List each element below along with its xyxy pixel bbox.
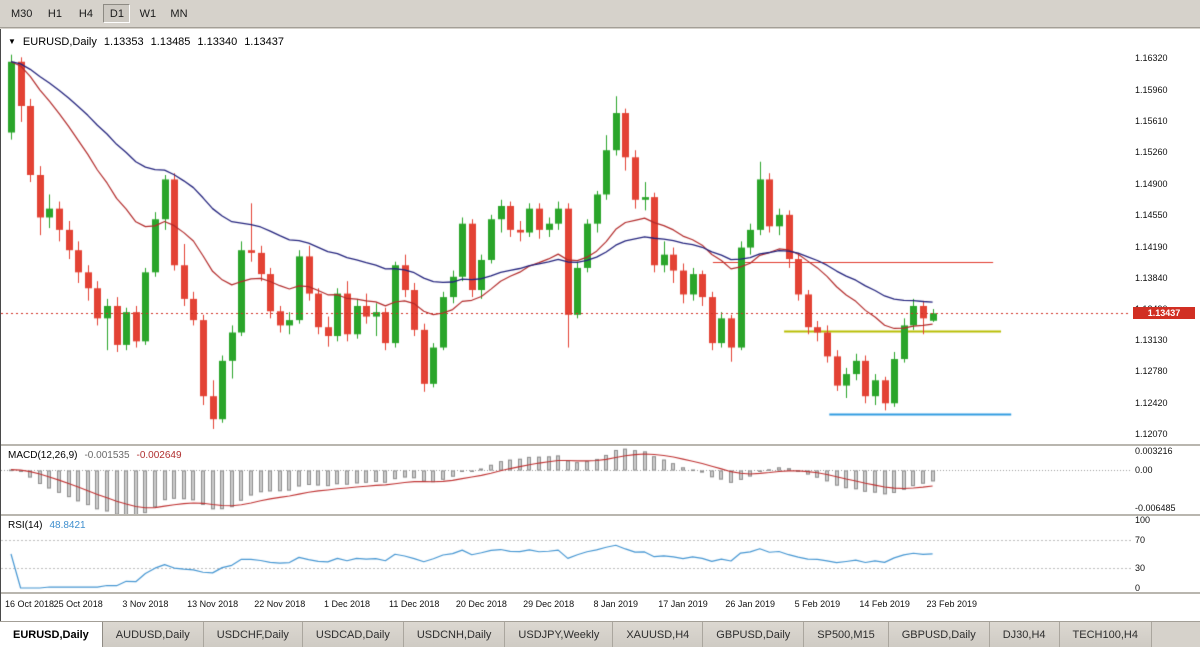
rsi-value: 48.8421: [49, 520, 86, 531]
date-label: 3 Nov 2018: [122, 599, 169, 609]
rsi-indicator-canvas[interactable]: [1, 516, 1131, 592]
timeframe-button-mn[interactable]: MN: [170, 7, 188, 20]
date-label: 25 Oct 2018: [53, 599, 103, 609]
chart-header: ▼ EURUSD,Daily 1.13353 1.13485 1.13340 1…: [8, 36, 284, 48]
rsi-tick-label: 30: [1135, 562, 1146, 573]
bottom-tab-usdcnh-daily[interactable]: USDCNH,Daily: [403, 622, 506, 647]
price-tick-label: 1.16320: [1135, 53, 1168, 64]
price-axis[interactable]: 1.13437 1.16320 1.15960 1.15610 1.15260 1.14…: [1133, 29, 1200, 621]
pane-splitter[interactable]: [1, 592, 1200, 594]
date-label: 16 Oct 2018: [5, 599, 55, 609]
price-tick-label: 1.15610: [1135, 116, 1168, 127]
timeframe-button-w1[interactable]: W1: [139, 7, 157, 20]
date-label: 11 Dec 2018: [389, 599, 440, 609]
date-label: 17 Jan 2019: [658, 599, 708, 609]
macd-signal-value: -0.002649: [136, 450, 182, 461]
rsi-label: RSI(14) 48.8421: [8, 520, 86, 531]
rsi-tick-label: 100: [1135, 515, 1151, 525]
date-label: 29 Dec 2018: [523, 599, 575, 609]
price-tick-label: 1.14550: [1135, 209, 1168, 220]
macd-tick-label: 0.00: [1135, 464, 1153, 475]
macd-name: MACD(12,26,9): [8, 450, 78, 461]
bottom-tab-usdjpy-weekly[interactable]: USDJPY,Weekly: [505, 622, 614, 647]
timeframe-button-h1[interactable]: H1: [47, 7, 62, 20]
price-tick-label: 1.13130: [1135, 335, 1168, 346]
bottom-tab-tech100-h4[interactable]: TECH100,H4: [1059, 622, 1152, 647]
date-label: 26 Jan 2019: [725, 599, 775, 609]
ohlc-close: 1.13437: [244, 36, 284, 48]
ohlc-open: 1.13353: [103, 36, 144, 48]
price-tick-label: 1.14190: [1135, 241, 1168, 252]
price-tick-label: 1.14900: [1135, 178, 1168, 189]
macd-tick-label: -0.006485: [1135, 502, 1176, 513]
bottom-tab-audusd-daily[interactable]: AUDUSD,Daily: [102, 622, 204, 647]
symbol-title: EURUSD,Daily: [22, 36, 97, 48]
current-price-badge: 1.13437: [1133, 306, 1195, 319]
timeframe-button-d1[interactable]: D1: [103, 4, 131, 23]
rsi-tick-label: 0: [1135, 583, 1141, 593]
bottom-tab-usdcad-daily[interactable]: USDCAD,Daily: [302, 622, 404, 647]
date-label: 1 Dec 2018: [323, 599, 371, 609]
timeframe-button-h4[interactable]: H4: [78, 7, 93, 20]
date-label: 5 Feb 2019: [794, 599, 841, 609]
date-label: 8 Jan 2019: [593, 599, 639, 609]
chart-tabs-bar: EURUSD,Daily AUDUSD,Daily USDCHF,Daily USDC…: [0, 621, 1200, 647]
date-label: 14 Feb 2019: [859, 599, 910, 609]
bottom-tab-sp500-m15[interactable]: SP500,M15: [804, 622, 889, 647]
ohlc-high: 1.13485: [150, 36, 191, 48]
main-chart-canvas[interactable]: [1, 29, 1131, 444]
pane-splitter[interactable]: [1, 444, 1200, 446]
timeframe-button-m30[interactable]: M30: [11, 7, 33, 20]
bottom-tab-xauusd-h4[interactable]: XAUUSD,H4: [613, 622, 704, 647]
rsi-name: RSI(14): [8, 520, 43, 531]
date-label: 23 Feb 2019: [926, 599, 978, 609]
pane-splitter[interactable]: [1, 514, 1200, 516]
price-tick-label: 1.15260: [1135, 146, 1168, 157]
date-axis[interactable]: 16 Oct 2018 25 Oct 2018 3 Nov 2018 13 Nov 2…: [1, 594, 1131, 621]
date-label: 13 Nov 2018: [187, 599, 239, 609]
macd-indicator-canvas[interactable]: [1, 446, 1131, 514]
bottom-tab-gbpusd-daily[interactable]: GBPUSD,Daily: [888, 622, 990, 647]
date-label: 22 Nov 2018: [254, 599, 306, 609]
price-tick-label: 1.15960: [1135, 85, 1168, 96]
macd-tick-label: 0.003216: [1135, 445, 1173, 456]
chart-window[interactable]: ▼ EURUSD,Daily 1.13353 1.13485 1.13340 1…: [0, 29, 1200, 621]
price-tick-label: 1.13840: [1135, 272, 1168, 283]
macd-label: MACD(12,26,9) -0.001535 -0.002649: [8, 450, 182, 461]
timeframe-toolbar: M30 H1 H4 D1 W1 MN: [0, 0, 1200, 28]
bottom-tab-usdchf-daily[interactable]: USDCHF,Daily: [203, 622, 303, 647]
bottom-tab-gbpusd-daily[interactable]: GBPUSD,Daily: [703, 622, 805, 647]
macd-value: -0.001535: [84, 450, 130, 461]
rsi-tick-label: 70: [1135, 535, 1146, 546]
date-label: 20 Dec 2018: [455, 599, 507, 609]
expand-triangle-icon[interactable]: ▼: [8, 37, 16, 46]
price-tick-label: 1.12780: [1135, 366, 1168, 377]
price-tick-label: 1.12420: [1135, 398, 1168, 409]
bottom-tab-dj30-h4[interactable]: DJ30,H4: [989, 622, 1060, 647]
ohlc-low: 1.13340: [197, 36, 238, 48]
price-tick-label: 1.12070: [1135, 429, 1168, 440]
bottom-tab-eurusd-daily[interactable]: EURUSD,Daily: [0, 622, 103, 647]
